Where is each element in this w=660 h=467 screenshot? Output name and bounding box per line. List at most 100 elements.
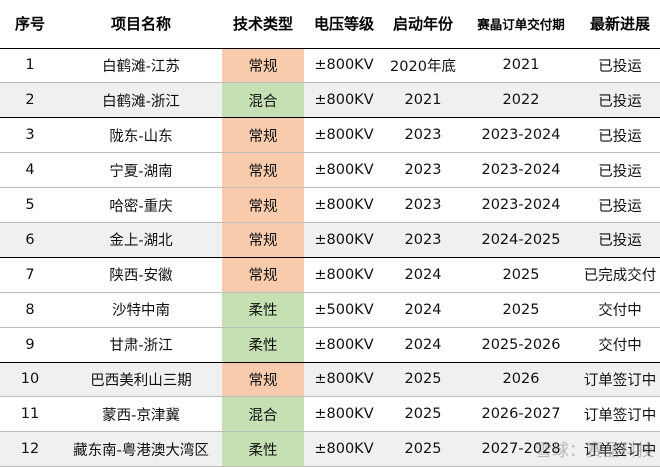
cell-tech: 柔性 <box>222 327 304 363</box>
table-row: 3 陇东-山东 常规 ±800KV 2023 2023-2024 已投运 <box>0 117 660 154</box>
header-name: 项目名称 <box>60 0 222 49</box>
cell-no: 7 <box>0 257 60 293</box>
cell-voltage: ±800KV <box>304 187 384 223</box>
cell-start: 2023 <box>384 117 462 154</box>
cell-delivery: 2025-2026 <box>462 327 580 363</box>
cell-status: 交付中 <box>580 327 660 363</box>
cell-delivery: 2026 <box>462 362 580 398</box>
cell-status: 订单签订中 <box>580 362 660 398</box>
cell-tech: 常规 <box>222 222 304 258</box>
cell-no: 6 <box>0 222 60 258</box>
cell-voltage: ±800KV <box>304 82 384 119</box>
cell-status: 交付中 <box>580 292 660 328</box>
cell-delivery: 2027-2028 <box>462 431 580 467</box>
cell-tech: 混合 <box>222 396 304 433</box>
cell-name: 甘肃-浙江 <box>60 327 222 363</box>
cell-voltage: ±800KV <box>304 222 384 258</box>
table-row: 6 金上-湖北 常规 ±800KV 2023 2024-2025 已投运 <box>0 222 660 258</box>
cell-name: 白鹤滩-江苏 <box>60 48 222 84</box>
cell-status: 已投运 <box>580 222 660 258</box>
cell-delivery: 2021 <box>462 48 580 84</box>
cell-status: 已投运 <box>580 187 660 223</box>
cell-start: 2025 <box>384 396 462 433</box>
header-voltage: 电压等级 <box>304 0 384 49</box>
cell-name: 蒙西-京津冀 <box>60 396 222 433</box>
table-row: 11 蒙西-京津冀 混合 ±800KV 2025 2026-2027 订单签订中 <box>0 396 660 433</box>
cell-start: 2024 <box>384 327 462 363</box>
cell-delivery: 2026-2027 <box>462 396 580 433</box>
cell-no: 11 <box>0 396 60 433</box>
cell-voltage: ±800KV <box>304 396 384 433</box>
cell-status: 已投运 <box>580 82 660 119</box>
cell-no: 3 <box>0 117 60 154</box>
cell-delivery: 2023-2024 <box>462 117 580 154</box>
cell-delivery: 2024-2025 <box>462 222 580 258</box>
cell-tech: 常规 <box>222 152 304 189</box>
cell-name: 陇东-山东 <box>60 117 222 154</box>
cell-tech: 柔性 <box>222 292 304 328</box>
cell-start: 2023 <box>384 222 462 258</box>
cell-voltage: ±800KV <box>304 327 384 363</box>
table-row: 4 宁夏-湖南 常规 ±800KV 2023 2023-2024 已投运 <box>0 152 660 189</box>
header-delivery: 赛晶订单交付期 <box>462 0 580 49</box>
cell-voltage: ±800KV <box>304 117 384 154</box>
cell-start: 2024 <box>384 292 462 328</box>
table-row: 5 哈密-重庆 常规 ±800KV 2023 2023-2024 已投运 <box>0 187 660 223</box>
header-start: 启动年份 <box>384 0 462 49</box>
table-row: 2 白鹤滩-浙江 混合 ±800KV 2021 2022 已投运 <box>0 82 660 119</box>
table-row: 10 巴西美利山三期 常规 ±800KV 2025 2026 订单签订中 <box>0 362 660 398</box>
cell-delivery: 2025 <box>462 292 580 328</box>
cell-tech: 常规 <box>222 187 304 223</box>
header-tech: 技术类型 <box>222 0 304 49</box>
cell-tech: 常规 <box>222 117 304 154</box>
cell-start: 2025 <box>384 362 462 398</box>
cell-no: 2 <box>0 82 60 119</box>
table-row: 7 陕西-安徽 常规 ±800KV 2024 2025 已完成交付 <box>0 257 660 293</box>
cell-name: 宁夏-湖南 <box>60 152 222 189</box>
cell-voltage: ±800KV <box>304 362 384 398</box>
cell-name: 哈密-重庆 <box>60 187 222 223</box>
table-row: 1 白鹤滩-江苏 常规 ±800KV 2020年底 2021 已投运 <box>0 48 660 84</box>
cell-status: 已投运 <box>580 117 660 154</box>
cell-delivery: 2023-2024 <box>462 187 580 223</box>
cell-tech: 常规 <box>222 48 304 84</box>
cell-delivery: 2025 <box>462 257 580 293</box>
cell-tech: 常规 <box>222 362 304 398</box>
cell-tech: 混合 <box>222 82 304 119</box>
header-row: 序号 项目名称 技术类型 电压等级 启动年份 赛晶订单交付期 最新进展 <box>0 0 660 49</box>
cell-voltage: ±800KV <box>304 152 384 189</box>
cell-start: 2023 <box>384 187 462 223</box>
cell-start: 2025 <box>384 431 462 467</box>
cell-no: 8 <box>0 292 60 328</box>
table-row: 9 甘肃-浙江 柔性 ±800KV 2024 2025-2026 交付中 <box>0 327 660 363</box>
cell-start: 2021 <box>384 82 462 119</box>
cell-status: 订单签订中 <box>580 431 660 467</box>
cell-no: 12 <box>0 431 60 467</box>
cell-no: 4 <box>0 152 60 189</box>
table-row: 8 沙特中南 柔性 ±500KV 2024 2025 交付中 <box>0 292 660 328</box>
cell-name: 藏东南-粤港澳大湾区 <box>60 431 222 467</box>
cell-voltage: ±800KV <box>304 257 384 293</box>
cell-name: 白鹤滩-浙江 <box>60 82 222 119</box>
cell-status: 已完成交付 <box>580 257 660 293</box>
cell-start: 2020年底 <box>384 48 462 84</box>
cell-no: 9 <box>0 327 60 363</box>
cell-tech: 常规 <box>222 257 304 293</box>
table-row: 12 藏东南-粤港澳大湾区 柔性 ±800KV 2025 2027-2028 订单签订中 <box>0 431 660 467</box>
cell-name: 金上-湖北 <box>60 222 222 258</box>
header-no: 序号 <box>0 0 60 49</box>
cell-status: 已投运 <box>580 152 660 189</box>
cell-voltage: ±800KV <box>304 48 384 84</box>
cell-voltage: ±800KV <box>304 431 384 467</box>
cell-delivery: 2022 <box>462 82 580 119</box>
cell-start: 2024 <box>384 257 462 293</box>
cell-delivery: 2023-2024 <box>462 152 580 189</box>
cell-tech: 柔性 <box>222 431 304 467</box>
cell-no: 10 <box>0 362 60 398</box>
cell-name: 巴西美利山三期 <box>60 362 222 398</box>
cell-name: 沙特中南 <box>60 292 222 328</box>
cell-name: 陕西-安徽 <box>60 257 222 293</box>
cell-status: 已投运 <box>580 48 660 84</box>
header-status: 最新进展 <box>580 0 660 49</box>
